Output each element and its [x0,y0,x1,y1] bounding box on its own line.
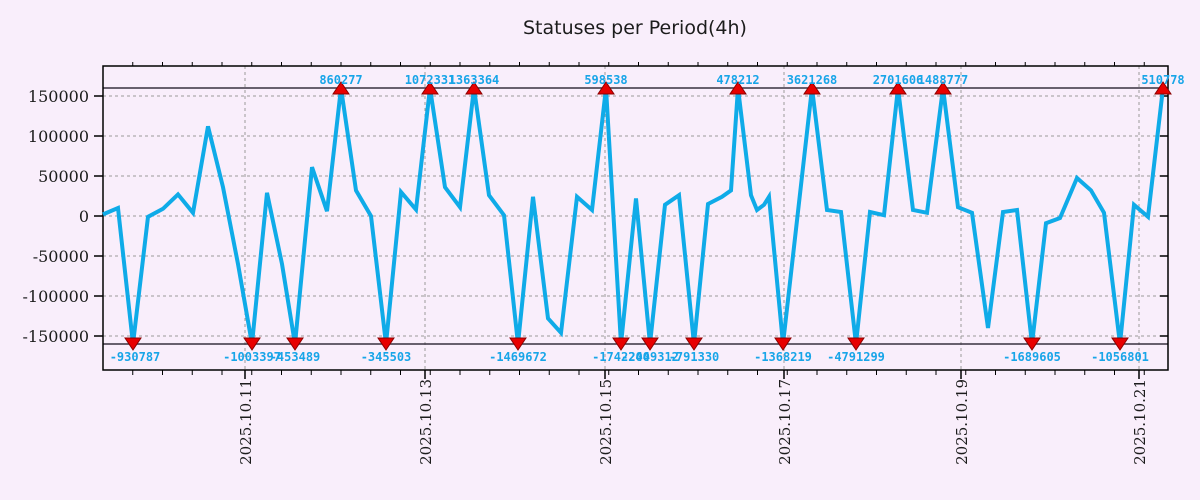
peak-value-label: 478212 [716,73,759,87]
peak-marker [803,81,821,95]
trough-marker [847,337,865,351]
peak-marker [889,81,907,95]
y-tick-label: 0 [79,207,89,226]
y-tick-label: 150000 [28,87,89,106]
trough-marker [641,337,659,351]
trough-marker [612,337,630,351]
trough-marker [243,337,261,351]
x-tick-label: 2025.10.17 [776,379,794,465]
trough-value-label: -1742240 [592,350,650,364]
y-tick-label: -100000 [23,287,89,306]
y-tick-label: 50000 [38,167,89,186]
peak-marker [934,81,952,95]
peak-marker [465,81,483,95]
trough-marker [685,337,703,351]
x-tick-label: 2025.10.19 [953,379,971,465]
trough-marker [774,337,792,351]
peak-value-label: 598538 [584,73,627,87]
peak-marker [332,81,350,95]
plot-frame [102,65,1169,371]
peak-marker [1154,81,1172,95]
peak-value-label: 3621268 [787,73,838,87]
peak-marker [729,81,747,95]
trough-value-label: -2049312 [621,350,679,364]
x-tick-label: 2025.10.11 [237,379,255,465]
trough-value-label: -4791299 [827,350,885,364]
peak-marker [421,81,439,95]
peak-value-label: 1363364 [449,73,500,87]
trough-value-label: -791330 [669,350,720,364]
trough-value-label: -1056801 [1091,350,1149,364]
peak-marker [597,81,615,95]
trough-marker [509,337,527,351]
trough-marker [124,337,142,351]
trough-value-label: -1003397 [223,350,281,364]
peak-value-label: 860277 [319,73,362,87]
trough-marker [286,337,304,351]
peak-value-label: 1488777 [918,73,969,87]
trough-value-label: -1689605 [1003,350,1061,364]
trough-marker [1111,337,1129,351]
x-tick-label: 2025.10.15 [597,379,615,465]
peak-value-label: 2701606 [873,73,924,87]
trough-value-label: -453489 [270,350,321,364]
trough-value-label: -345503 [361,350,412,364]
x-tick-label: 2025.10.21 [1131,379,1149,465]
peak-value-label: 510778 [1141,73,1184,87]
chart-title: Statuses per Period(4h) [523,17,747,39]
y-tick-label: -150000 [23,327,89,346]
y-tick-label: -50000 [33,247,89,266]
trough-value-label: -1368219 [754,350,812,364]
trough-marker [377,337,395,351]
x-tick-label: 2025.10.13 [417,379,435,465]
trough-value-label: -1469672 [489,350,547,364]
y-tick-label: 100000 [28,127,89,146]
peak-value-label: 1072331 [405,73,456,87]
trough-marker [1023,337,1041,351]
trough-value-label: -930787 [110,350,161,364]
